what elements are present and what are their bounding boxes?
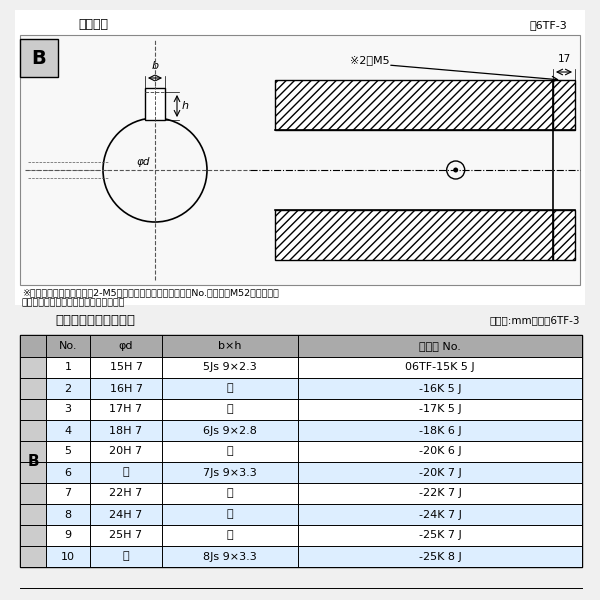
Text: 〃: 〃 [227,383,233,394]
Text: 〃: 〃 [227,530,233,541]
Text: 〃: 〃 [227,488,233,499]
Text: 3: 3 [65,404,71,415]
Text: 06TF-15K 5 J: 06TF-15K 5 J [405,362,475,373]
Bar [46,504,582,525]
Text: 8Js 9×3.3: 8Js 9×3.3 [203,551,257,562]
Text: No.: No. [59,341,77,351]
Bar [275,210,553,260]
Text: （セットボルトは付属されています。）: （セットボルトは付属されています。） [22,298,125,307]
Text: コード No.: コード No. [419,341,461,351]
Text: 〃: 〃 [122,467,130,478]
Text: （単位:mm）　表6TF-3: （単位:mm） 表6TF-3 [490,315,580,325]
Text: 25H 7: 25H 7 [109,530,143,541]
Text: 〃: 〃 [227,404,233,415]
Text: 17: 17 [557,54,571,64]
Text: 7Js 9×3.3: 7Js 9×3.3 [203,467,257,478]
Text: -16K 5 J: -16K 5 J [419,383,461,394]
Bar [145,88,165,120]
Text: B: B [27,455,39,469]
Text: -18K 6 J: -18K 6 J [419,425,461,436]
Text: -24K 7 J: -24K 7 J [419,509,461,520]
Text: 6: 6 [65,467,71,478]
Text: -20K 6 J: -20K 6 J [419,446,461,457]
Bar [46,378,582,399]
Text: 8: 8 [64,509,71,520]
Text: b×h: b×h [218,341,242,351]
Text: 5: 5 [65,446,71,457]
Bar [20,335,46,567]
Bar [553,80,575,130]
Text: φd: φd [136,157,150,167]
Text: 〃: 〃 [122,551,130,562]
Text: 7: 7 [64,488,71,499]
Text: 図6TF-3: 図6TF-3 [530,20,568,30]
Bar [46,462,582,483]
Text: ※セットボルト用タップ（2-M5）が必要な場合は右記コードNo.の末尾にM52を付ける。: ※セットボルト用タップ（2-M5）が必要な場合は右記コードNo.の末尾にM52を… [22,289,279,298]
Text: 17H 7: 17H 7 [109,404,143,415]
Text: 10: 10 [61,551,75,562]
Text: 18H 7: 18H 7 [109,425,143,436]
Text: 24H 7: 24H 7 [109,509,143,520]
Bar [46,357,582,378]
Text: 20H 7: 20H 7 [109,446,143,457]
Text: 22H 7: 22H 7 [109,488,143,499]
Bar [46,441,582,462]
Text: -25K 7 J: -25K 7 J [419,530,461,541]
Text: 15H 7: 15H 7 [110,362,143,373]
Bar [46,399,582,420]
Circle shape [453,167,458,173]
Text: 軸穴形状コード一覧表: 軸穴形状コード一覧表 [55,313,135,326]
Text: b: b [151,61,158,71]
Text: 6Js 9×2.8: 6Js 9×2.8 [203,425,257,436]
Text: -22K 7 J: -22K 7 J [419,488,461,499]
Text: 16H 7: 16H 7 [110,383,143,394]
Text: 〃: 〃 [227,509,233,520]
Bar [46,483,582,504]
Bar [553,210,575,260]
Bar [275,80,553,130]
Bar [20,39,58,77]
Text: -17K 5 J: -17K 5 J [419,404,461,415]
Text: 9: 9 [64,530,71,541]
Text: 2: 2 [64,383,71,394]
Bar [15,10,585,305]
Text: h: h [182,101,189,111]
Text: φd: φd [119,341,133,351]
Text: 4: 4 [64,425,71,436]
Text: -20K 7 J: -20K 7 J [419,467,461,478]
Text: 〃: 〃 [227,446,233,457]
Bar [46,525,582,546]
Text: -25K 8 J: -25K 8 J [419,551,461,562]
Text: 軸穴形状: 軸穴形状 [78,19,108,31]
Bar [46,420,582,441]
Bar [46,546,582,567]
Bar [20,335,582,357]
Text: 5Js 9×2.3: 5Js 9×2.3 [203,362,257,373]
Bar [20,335,582,567]
Text: ※2－M5: ※2－M5 [350,55,389,65]
Bar [20,35,580,285]
Text: B: B [32,49,46,67]
Text: 1: 1 [65,362,71,373]
